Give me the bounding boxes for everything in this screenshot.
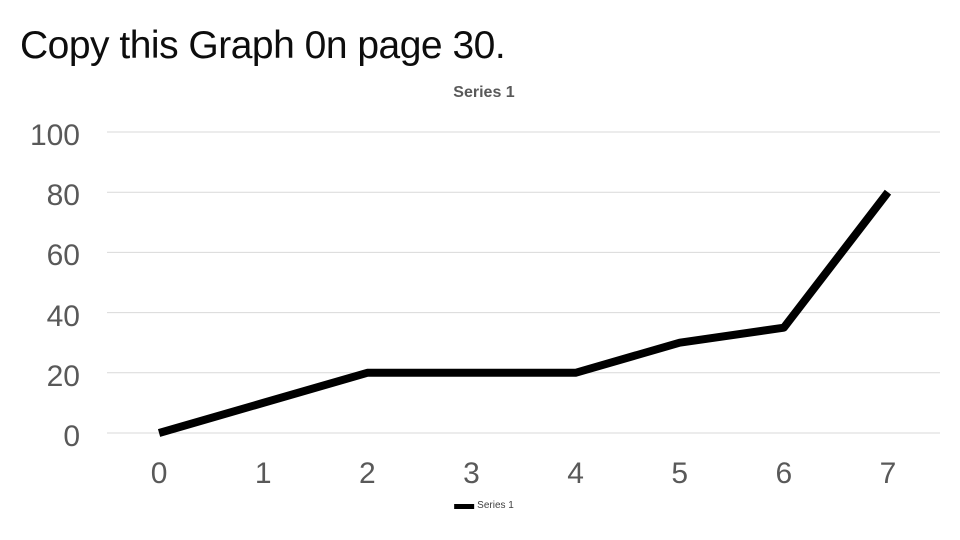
x-tick-label: 3 [463, 457, 480, 490]
slide-title: Copy this Graph 0n page 30. [20, 24, 506, 67]
x-tick-label: 7 [879, 457, 897, 490]
x-tick-label: 2 [358, 457, 376, 490]
x-tick-label: 5 [671, 457, 689, 490]
x-tick-label: 6 [775, 457, 793, 490]
x-tick-label: 0 [150, 457, 168, 490]
x-tick-label: 1 [254, 457, 272, 490]
chart-title: Series 1 [453, 84, 515, 101]
legend-line-swatch [454, 503, 475, 509]
legend-label: Series 1 [477, 500, 514, 511]
series-line [157, 189, 892, 437]
y-tick-label: 0 [63, 420, 80, 453]
y-tick-label: 60 [46, 239, 80, 273]
y-tick-label: 40 [46, 299, 80, 333]
y-tick-label: 100 [29, 119, 80, 152]
x-tick-label: 4 [567, 457, 584, 490]
legend: Series 1 [454, 500, 514, 512]
y-tick-label: 20 [46, 359, 80, 393]
y-tick-label: 80 [46, 179, 80, 213]
